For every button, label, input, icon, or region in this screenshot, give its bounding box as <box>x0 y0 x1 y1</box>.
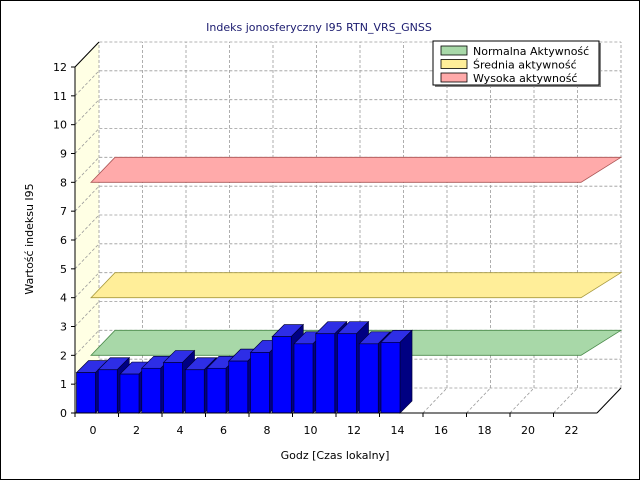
bar-series <box>75 320 413 414</box>
bar-front <box>228 360 249 414</box>
band-2 <box>90 272 623 299</box>
x-tick-label: 8 <box>264 424 271 437</box>
legend-swatch-2 <box>440 59 468 69</box>
y-gridline <box>74 99 621 125</box>
x-tick-label: 4 <box>177 424 184 437</box>
legend-label-2: Średnia aktywność <box>473 59 577 72</box>
bar-front <box>271 336 292 414</box>
floor-gridline <box>553 387 578 414</box>
x-tick-label: 16 <box>434 424 448 437</box>
bar-front <box>337 333 357 414</box>
x-tick-label: 6 <box>220 424 227 437</box>
floor-gridline <box>509 387 535 414</box>
legend-swatch-3 <box>440 72 468 83</box>
bar-front <box>184 369 205 414</box>
bar-front <box>76 372 96 414</box>
x-tick-label: 22 <box>565 424 579 437</box>
x-tick-label: 14 <box>391 424 405 437</box>
floor-gridline <box>422 387 448 414</box>
y-tick-label: 0 <box>60 407 67 420</box>
y-tick-label: 7 <box>60 205 67 218</box>
y-tick-label: 9 <box>60 148 67 161</box>
bar-front <box>250 352 270 414</box>
activity-bands <box>90 156 623 356</box>
chart-title: Indeks jonosferyczny I95 RTN_VRS_GNSS <box>206 21 432 34</box>
legend-swatch-1 <box>440 45 468 56</box>
y-tick-label: 2 <box>60 349 67 362</box>
y-tick-label: 4 <box>60 292 67 305</box>
bar-front <box>315 333 336 414</box>
bar-front <box>163 362 183 414</box>
y-tick-label: 10 <box>53 119 67 132</box>
bar-14 <box>380 329 413 414</box>
bar-side <box>399 329 413 414</box>
x-tick-label: 20 <box>521 424 535 437</box>
x-tick-label: 18 <box>478 424 492 437</box>
y-tick-label: 12 <box>53 61 67 74</box>
y-gridline <box>74 243 621 270</box>
x-tick-label: 12 <box>347 424 361 437</box>
y-tick-label: 6 <box>60 234 67 247</box>
left-wall-top-edge <box>74 41 100 68</box>
bar-front <box>206 367 227 414</box>
legend-label-3: Wysoka aktywność <box>473 72 577 85</box>
y-tick-label: 11 <box>53 90 67 103</box>
bar-front <box>380 342 401 414</box>
y-tick-label: 1 <box>60 378 67 391</box>
bar-front <box>119 373 140 414</box>
y-tick-label: 5 <box>60 263 67 276</box>
floor-gridline <box>466 387 491 414</box>
x-tick-label: 2 <box>133 424 140 437</box>
bar-front <box>97 369 118 414</box>
x-axis-title: Godz [Czas lokalny] <box>281 449 390 462</box>
y-axis-title: Wartość indeksu I95 <box>23 183 36 294</box>
bar-front <box>358 343 379 414</box>
x-tick-label: 10 <box>304 424 318 437</box>
x-tick-label: 0 <box>90 424 97 437</box>
y-gridline <box>74 128 621 154</box>
y-tick-label: 8 <box>60 176 67 189</box>
band-3 <box>90 156 623 183</box>
bar-front <box>141 367 162 414</box>
bar-front <box>293 343 314 414</box>
legend-label-1: Normalna Aktywność <box>473 45 589 58</box>
floor-right-edge <box>596 387 622 414</box>
y-tick-label: 3 <box>60 321 67 334</box>
